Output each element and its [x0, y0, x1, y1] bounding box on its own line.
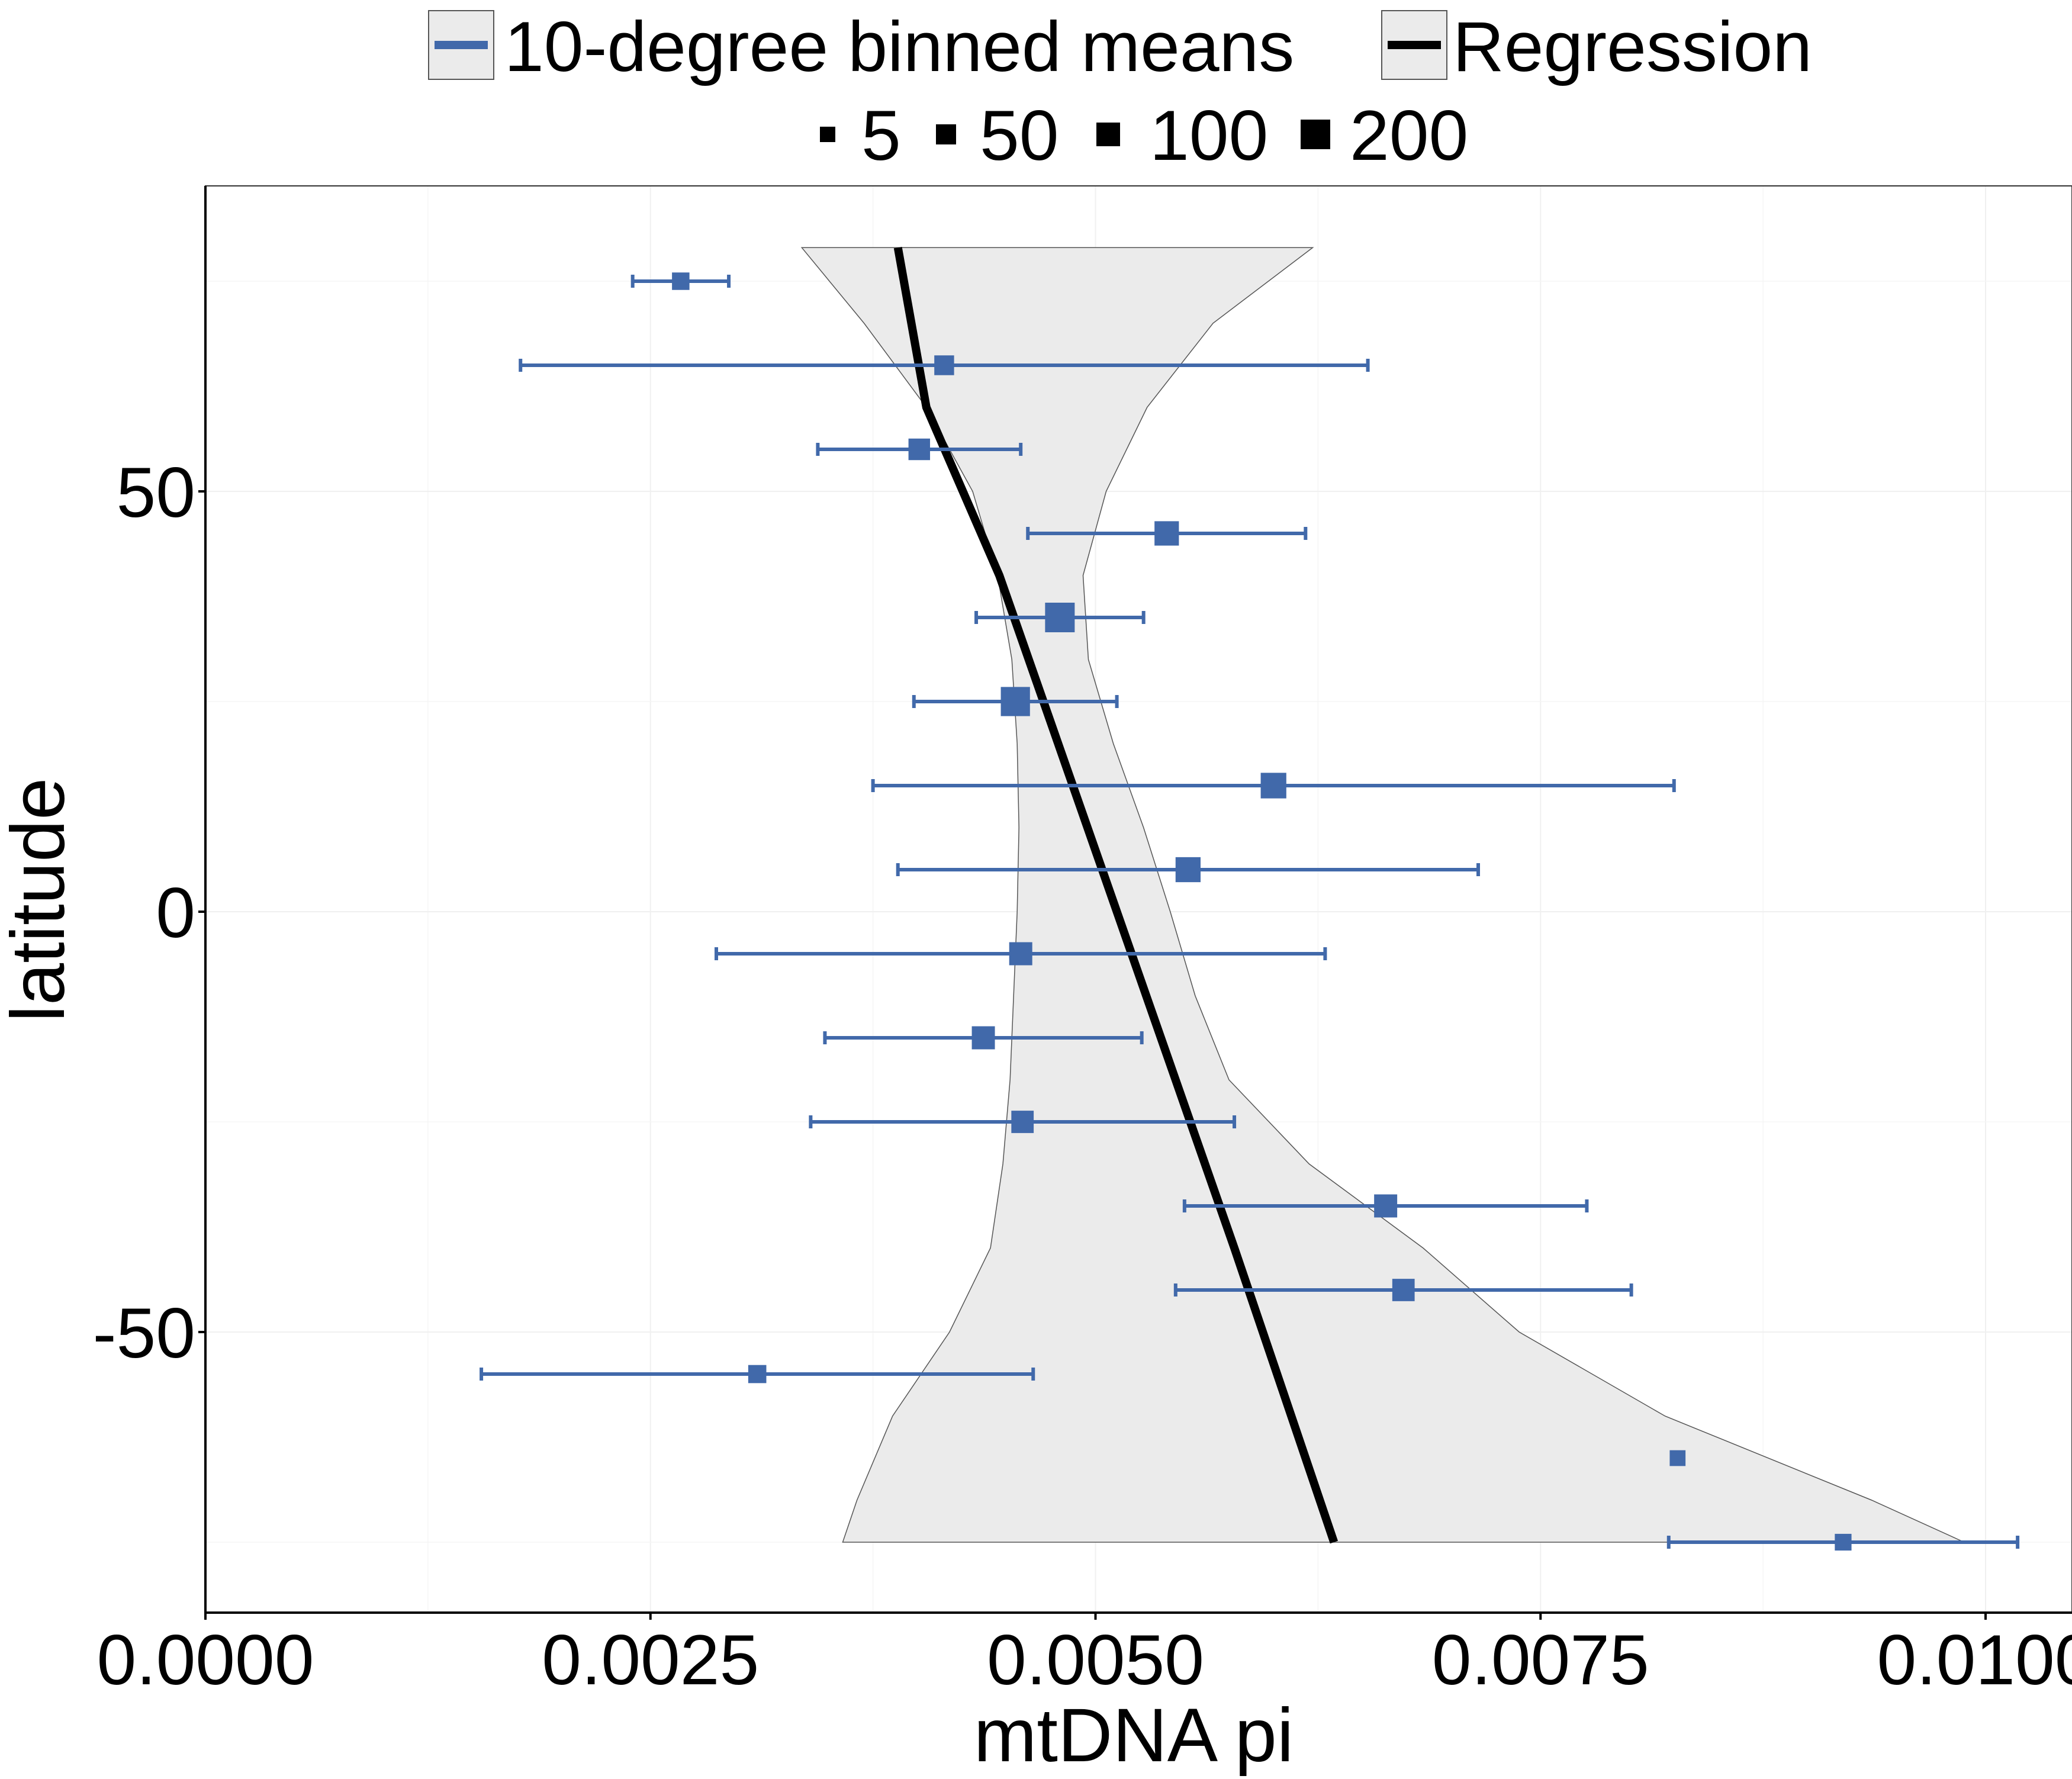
legend-size-50: 50: [936, 96, 1058, 175]
y-axis-label: latitude: [0, 778, 81, 1022]
legend-size-200-label: 200: [1350, 96, 1468, 175]
data-point-6: [1260, 773, 1286, 799]
legend-size-100: 100: [1096, 96, 1268, 175]
x-tick-label-2: 0.0050: [987, 1620, 1204, 1700]
data-point-4: [1045, 603, 1075, 632]
data-point-14: [1669, 1450, 1686, 1466]
data-point-1: [934, 355, 954, 375]
data-point-5: [1000, 687, 1030, 716]
data-point-3: [1154, 521, 1179, 546]
data-point-7: [1175, 857, 1201, 883]
legend-size-5-label: 5: [861, 96, 901, 175]
legend-size-5: 5: [820, 96, 901, 175]
data-point-8: [1009, 942, 1032, 966]
y-tick-label-0: -50: [93, 1294, 195, 1373]
x-tick-label-3: 0.0075: [1432, 1620, 1649, 1700]
legend-size-5-marker: [820, 127, 835, 142]
legend-item-binned-means: 10-degree binned means: [428, 7, 1294, 86]
data-point-9: [971, 1026, 995, 1050]
regression-line: [893, 246, 1339, 1544]
data-point-15: [1835, 1533, 1852, 1551]
x-tick-label-1: 0.0025: [542, 1620, 759, 1700]
x-axis-label: mtDNA pi: [974, 1693, 1294, 1776]
legend-size-200-marker: [1301, 120, 1330, 149]
x-tick-label-0: 0.0000: [96, 1620, 314, 1700]
data-point-2: [908, 438, 931, 461]
legend-size-50-label: 50: [980, 96, 1058, 175]
data-point-11: [1374, 1194, 1398, 1218]
legend: 10-degree binned means Regression 5 50 1…: [428, 7, 1812, 175]
data-point-13: [748, 1365, 767, 1384]
legend-label-binned-means: 10-degree binned means: [504, 7, 1294, 86]
legend-size-100-marker: [1096, 123, 1120, 146]
regression-layer: [893, 246, 1339, 1544]
legend-size-50-marker: [936, 124, 956, 144]
data-point-10: [1011, 1111, 1034, 1133]
y-axis-ticks: -50 0 50: [93, 453, 205, 1373]
data-point-0: [672, 272, 690, 290]
legend-size-200: 200: [1301, 96, 1468, 175]
legend-label-regression: Regression: [1453, 7, 1812, 86]
legend-size-100-label: 100: [1150, 96, 1268, 175]
legend-item-regression: Regression: [1381, 7, 1812, 86]
y-tick-label-2: 50: [117, 453, 195, 532]
data-point-12: [1392, 1279, 1415, 1301]
points-layer: [672, 272, 1852, 1551]
y-tick-label-1: 0: [156, 873, 195, 953]
